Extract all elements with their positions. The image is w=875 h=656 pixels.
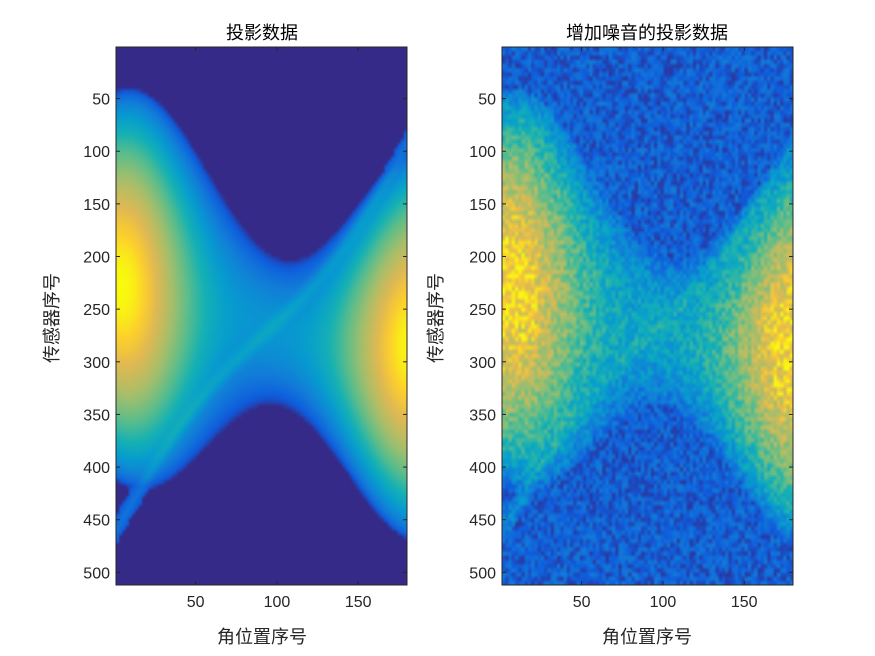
y-tick-label: 450 [469, 513, 496, 530]
y-axis-title: 传感器序号 [426, 273, 447, 363]
x-tick-label: 150 [345, 594, 372, 611]
x-tick-label: 50 [573, 594, 591, 611]
y-tick-label: 250 [469, 302, 496, 319]
sinogram-raster [502, 47, 793, 585]
y-tick-label: 150 [469, 197, 496, 214]
y-tick-label: 100 [469, 144, 496, 161]
y-tick-label: 400 [469, 460, 496, 477]
y-tick-label: 450 [83, 513, 110, 530]
x-axis-title: 角位置序号 [602, 627, 692, 648]
y-tick-label: 200 [83, 250, 110, 267]
y-tick-label: 500 [83, 565, 110, 582]
heatmap-image [501, 46, 794, 586]
y-tick-label: 50 [92, 92, 110, 109]
y-tick-label: 300 [469, 355, 496, 372]
x-tick-label: 50 [187, 594, 205, 611]
panel-noisy-projection-data: 增加噪音的投影数据 50 100 150 50 100 150 200 250 300 350 40… [426, 23, 794, 648]
x-tick-label: 150 [731, 594, 758, 611]
x-tick-label: 100 [264, 594, 291, 611]
y-tick-label: 400 [83, 460, 110, 477]
y-axis-title: 传感器序号 [42, 273, 63, 363]
x-axis-title: 角位置序号 [217, 627, 307, 648]
axes-box [115, 46, 408, 586]
sinogram-raster [116, 47, 407, 585]
chart-title: 投影数据 [226, 23, 298, 44]
y-tick-label: 300 [83, 355, 110, 372]
chart-title: 增加噪音的投影数据 [566, 23, 728, 44]
axes-box [501, 46, 794, 586]
panel-projection-data: 投影数据 50 100 150501001502002503003504004505… [42, 23, 408, 648]
y-tick-label: 250 [83, 302, 110, 319]
y-tick-label: 150 [83, 197, 110, 214]
y-tick-label: 350 [469, 407, 496, 424]
heatmap-image [115, 46, 408, 586]
x-tick-label: 100 [650, 594, 677, 611]
tick-labels: 50 100 150 50 100 150 200 250 300 350 400 450 500 [469, 47, 793, 611]
y-tick-label: 50 [478, 92, 496, 109]
y-tick-label: 100 [83, 144, 110, 161]
y-tick-label: 200 [469, 250, 496, 267]
tick-labels: 50 100 150 50 100 150 200 250 300 350 400 450 500 [83, 47, 407, 611]
y-tick-label: 350 [83, 407, 110, 424]
y-tick-label: 500 [469, 565, 496, 582]
